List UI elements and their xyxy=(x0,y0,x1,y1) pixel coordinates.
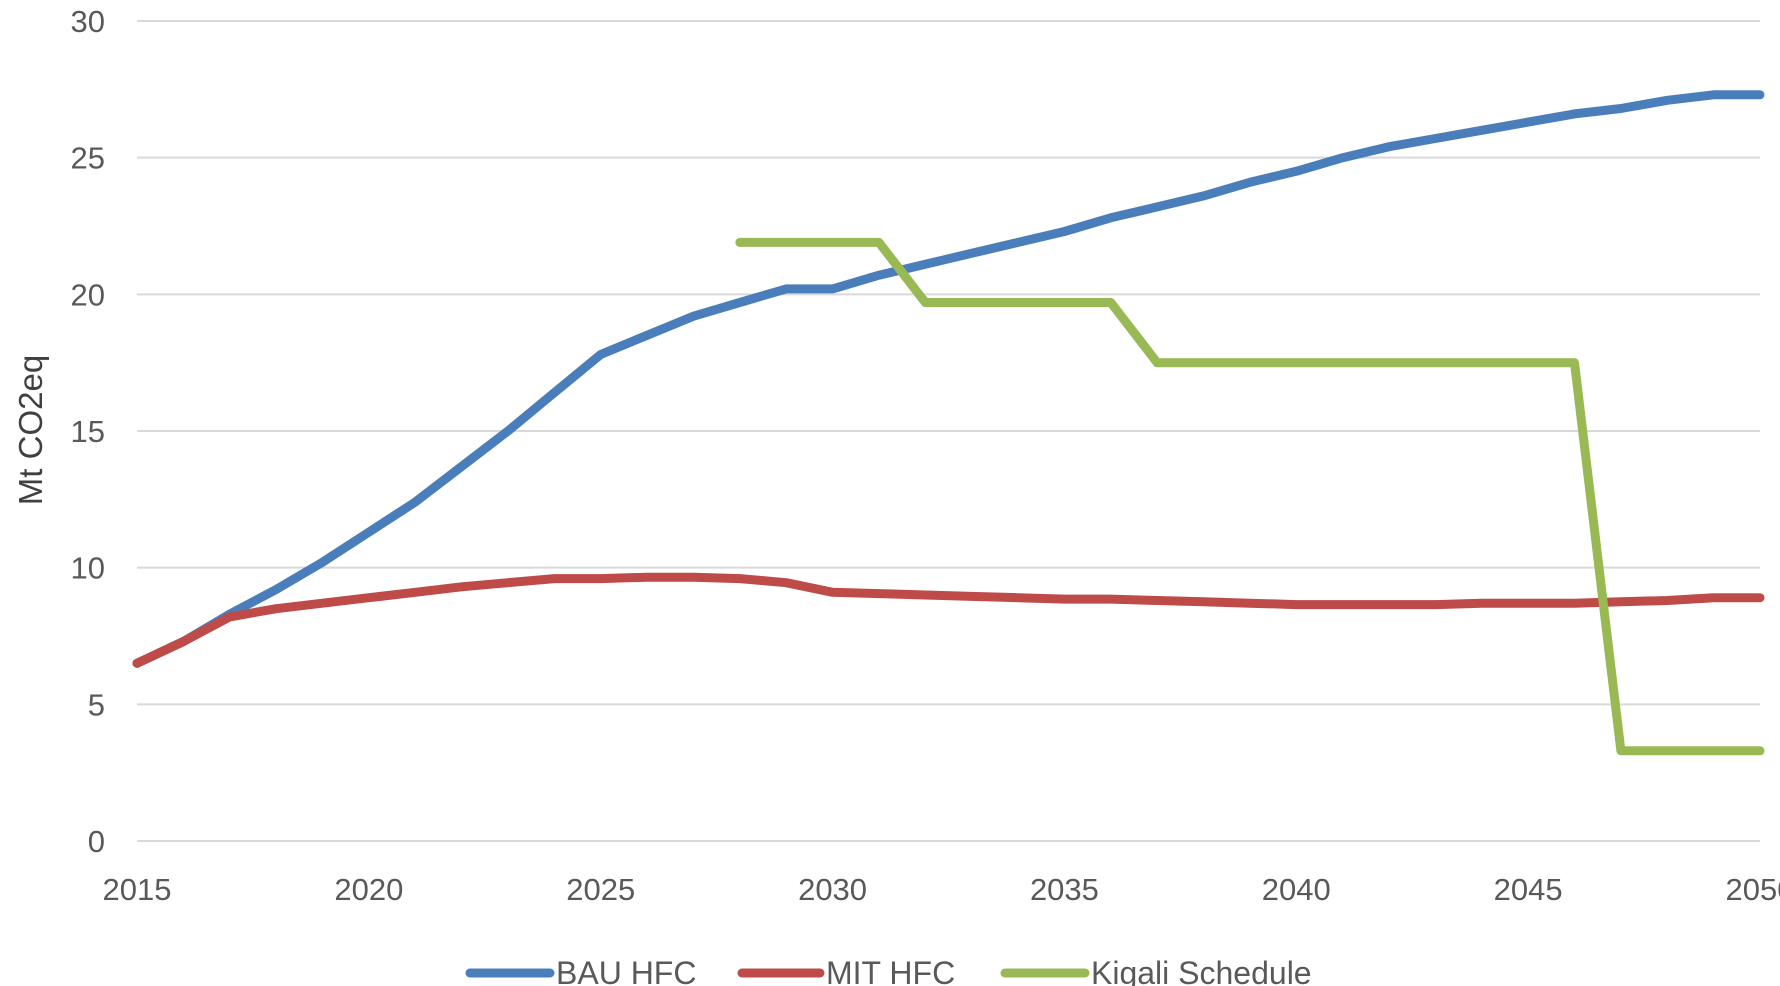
y-axis-label: Mt CO2eq xyxy=(12,355,49,505)
x-tick-label: 2035 xyxy=(1030,872,1099,907)
x-tick-label: 2030 xyxy=(798,872,867,907)
gridlines xyxy=(137,20,1760,842)
series-line-bau-hfc xyxy=(132,90,1765,668)
y-tick-label: 10 xyxy=(71,551,105,586)
x-tick-label: 2015 xyxy=(103,872,172,907)
series-line-kigali-schedule xyxy=(735,237,1765,756)
x-tick-label: 2040 xyxy=(1262,872,1331,907)
legend-label: Kigali Schedule xyxy=(1091,955,1312,986)
x-tick-label: 2050 xyxy=(1726,872,1780,907)
y-tick-label: 0 xyxy=(88,824,105,859)
y-tick-label: 25 xyxy=(71,141,105,176)
y-tick-label: 20 xyxy=(71,277,105,312)
legend: BAU HFC MIT HFC Kigali Schedule xyxy=(465,955,1312,986)
y-tick-label: 5 xyxy=(88,687,105,722)
x-tick-label: 2045 xyxy=(1494,872,1563,907)
x-tick-label: 2025 xyxy=(566,872,635,907)
y-axis-ticks: 0 5 10 15 20 25 30 xyxy=(71,4,105,859)
y-tick-label: 30 xyxy=(71,4,105,39)
legend-label: MIT HFC xyxy=(826,955,955,986)
x-tick-label: 2020 xyxy=(334,872,403,907)
legend-label: BAU HFC xyxy=(556,955,696,986)
y-tick-label: 15 xyxy=(71,414,105,449)
x-axis-ticks: 2015 2020 2025 2030 2035 2040 2045 2050 xyxy=(103,872,1780,907)
series-line-mit-hfc xyxy=(132,572,1765,668)
series-lines xyxy=(132,90,1765,756)
